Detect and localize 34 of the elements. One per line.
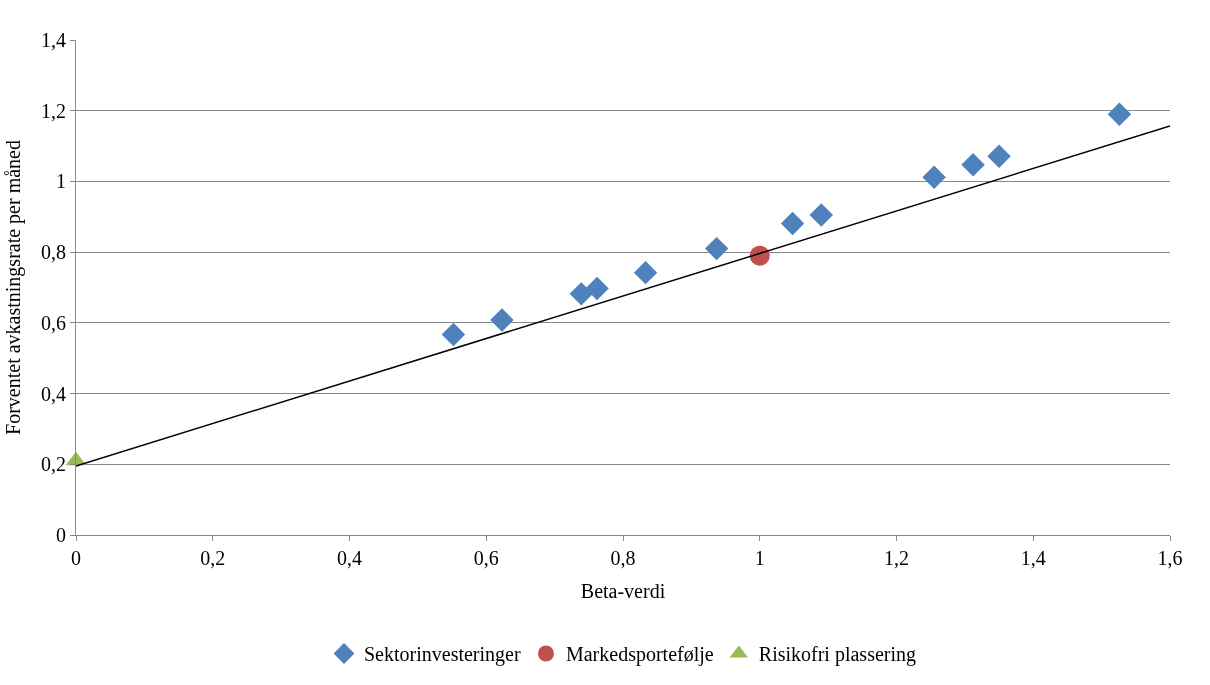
point (922, 165, 946, 189)
y-tick-label: 0,2 (41, 453, 66, 476)
y-tick-label: 0,4 (41, 382, 66, 405)
y-tick-label: 1,4 (41, 29, 66, 51)
x-tick-label: 0,4 (337, 547, 362, 569)
x-tick-label: 0,6 (473, 547, 499, 569)
x-tick-label: 1,4 (1020, 547, 1046, 569)
y-tick-label: 0,8 (41, 241, 66, 264)
y-tick-label: 1 (56, 170, 66, 193)
point (704, 236, 729, 261)
point (1107, 102, 1132, 126)
y-tick-label: 0 (56, 524, 66, 546)
x-tick-label: 0,8 (610, 547, 636, 569)
x-axis-title: Beta-verdi (580, 579, 666, 602)
point (961, 153, 985, 177)
x-tick-label: 0,2 (200, 547, 226, 569)
point (987, 144, 1011, 169)
legend-label: Sektorinvesteringer (364, 643, 521, 667)
point (441, 322, 466, 347)
legend-label: Risikofri plassering (758, 643, 917, 667)
x-tick-label: 0 (71, 547, 81, 569)
x-tick-label: 1,2 (884, 547, 909, 569)
y-tick-label: 0,6 (41, 311, 66, 334)
x-tick-label: 1,6 (1157, 547, 1183, 569)
x-tick-label: 1 (754, 547, 765, 569)
point (780, 211, 805, 236)
y-axis-title: Forventet avkastningsrate per måned (1, 140, 25, 435)
point (569, 282, 593, 306)
point (809, 203, 833, 227)
point (490, 308, 514, 332)
point (633, 260, 658, 285)
y-tick-label: 1,2 (41, 99, 66, 122)
legend-label: Markedsportefølje (565, 643, 714, 667)
point (585, 276, 609, 301)
